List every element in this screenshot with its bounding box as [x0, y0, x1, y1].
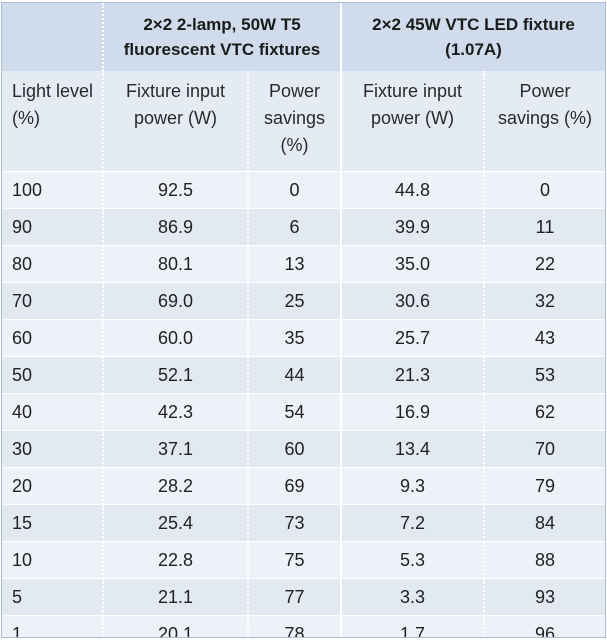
- cell-light-level: 5: [2, 578, 103, 616]
- cell-led-power-savings: 32: [483, 282, 605, 320]
- cell-led-power-savings: 93: [483, 578, 605, 616]
- cell-fluorescent-input-power: 22.8: [102, 541, 248, 579]
- table-row: 20 28.2 69 9.3 79: [2, 467, 605, 505]
- column-header-led-power-savings: Power savings (%): [483, 71, 605, 172]
- cell-led-input-power: 39.9: [340, 208, 484, 246]
- cell-led-input-power: 3.3: [340, 578, 484, 616]
- cell-led-power-savings: 22: [483, 245, 605, 283]
- cell-fluorescent-input-power: 20.1: [102, 615, 248, 637]
- cell-led-power-savings: 0: [483, 171, 605, 209]
- cell-fluorescent-power-savings: 35: [247, 319, 341, 357]
- cell-fluorescent-power-savings: 60: [247, 430, 341, 468]
- cell-light-level: 100: [2, 171, 103, 209]
- cell-fluorescent-input-power: 52.1: [102, 356, 248, 394]
- table-row: 100 92.5 0 44.8 0: [2, 171, 605, 209]
- cell-led-power-savings: 79: [483, 467, 605, 505]
- cell-led-power-savings: 84: [483, 504, 605, 542]
- cell-fluorescent-power-savings: 54: [247, 393, 341, 431]
- group-header-row: 2×2 2-lamp, 50W T5 fluorescent VTC fixtu…: [2, 3, 605, 71]
- cell-light-level: 15: [2, 504, 103, 542]
- table-row: 5 21.1 77 3.3 93: [2, 578, 605, 616]
- group-header-fluorescent: 2×2 2-lamp, 50W T5 fluorescent VTC fixtu…: [102, 3, 341, 71]
- column-header-row: Light level (%) Fixture input power (W) …: [2, 71, 605, 172]
- cell-led-input-power: 7.2: [340, 504, 484, 542]
- table-row: 90 86.9 6 39.9 11: [2, 208, 605, 246]
- cell-fluorescent-input-power: 69.0: [102, 282, 248, 320]
- table-row: 80 80.1 13 35.0 22: [2, 245, 605, 283]
- cell-led-power-savings: 88: [483, 541, 605, 579]
- cell-led-input-power: 44.8: [340, 171, 484, 209]
- cell-light-level: 1: [2, 615, 103, 637]
- cell-fluorescent-power-savings: 75: [247, 541, 341, 579]
- column-header-led-input-power: Fixture input power (W): [340, 71, 484, 172]
- cell-light-level: 90: [2, 208, 103, 246]
- cell-fluorescent-power-savings: 78: [247, 615, 341, 637]
- cell-fluorescent-power-savings: 13: [247, 245, 341, 283]
- cell-led-input-power: 35.0: [340, 245, 484, 283]
- column-header-fluorescent-power-savings: Power savings (%): [247, 71, 341, 172]
- table-row: 50 52.1 44 21.3 53: [2, 356, 605, 394]
- cell-fluorescent-power-savings: 0: [247, 171, 341, 209]
- header-corner-cell: [2, 3, 103, 71]
- cell-led-power-savings: 53: [483, 356, 605, 394]
- cell-fluorescent-input-power: 86.9: [102, 208, 248, 246]
- cell-led-input-power: 5.3: [340, 541, 484, 579]
- cell-fluorescent-power-savings: 25: [247, 282, 341, 320]
- power-savings-table: 2×2 2-lamp, 50W T5 fluorescent VTC fixtu…: [2, 3, 605, 637]
- cell-led-power-savings: 43: [483, 319, 605, 357]
- table-row: 10 22.8 75 5.3 88: [2, 541, 605, 579]
- column-header-light-level: Light level (%): [2, 71, 103, 172]
- table-row: 15 25.4 73 7.2 84: [2, 504, 605, 542]
- cell-fluorescent-power-savings: 44: [247, 356, 341, 394]
- cell-fluorescent-input-power: 25.4: [102, 504, 248, 542]
- table-header: 2×2 2-lamp, 50W T5 fluorescent VTC fixtu…: [2, 3, 605, 172]
- cell-light-level: 50: [2, 356, 103, 394]
- table-body: 100 92.5 0 44.8 0 90 86.9 6 39.9 11 80 8…: [2, 171, 605, 637]
- cell-fluorescent-input-power: 37.1: [102, 430, 248, 468]
- group-header-led: 2×2 45W VTC LED fixture (1.07A): [340, 3, 605, 71]
- cell-fluorescent-input-power: 92.5: [102, 171, 248, 209]
- cell-led-power-savings: 70: [483, 430, 605, 468]
- cell-light-level: 40: [2, 393, 103, 431]
- table-row: 70 69.0 25 30.6 32: [2, 282, 605, 320]
- cell-light-level: 70: [2, 282, 103, 320]
- cell-fluorescent-power-savings: 6: [247, 208, 341, 246]
- cell-fluorescent-power-savings: 73: [247, 504, 341, 542]
- cell-led-input-power: 9.3: [340, 467, 484, 505]
- cell-fluorescent-input-power: 21.1: [102, 578, 248, 616]
- cell-light-level: 60: [2, 319, 103, 357]
- cell-led-input-power: 30.6: [340, 282, 484, 320]
- cell-fluorescent-power-savings: 77: [247, 578, 341, 616]
- cell-fluorescent-power-savings: 69: [247, 467, 341, 505]
- table-row: 60 60.0 35 25.7 43: [2, 319, 605, 357]
- table-row: 30 37.1 60 13.4 70: [2, 430, 605, 468]
- cell-led-power-savings: 96: [483, 615, 605, 637]
- cell-led-input-power: 13.4: [340, 430, 484, 468]
- cell-light-level: 30: [2, 430, 103, 468]
- cell-led-input-power: 16.9: [340, 393, 484, 431]
- cell-led-input-power: 1.7: [340, 615, 484, 637]
- cell-light-level: 80: [2, 245, 103, 283]
- cell-led-input-power: 25.7: [340, 319, 484, 357]
- table-row: 1 20.1 78 1.7 96: [2, 615, 605, 637]
- cell-led-input-power: 21.3: [340, 356, 484, 394]
- cell-light-level: 10: [2, 541, 103, 579]
- column-header-fluorescent-input-power: Fixture input power (W): [102, 71, 248, 172]
- cell-fluorescent-input-power: 80.1: [102, 245, 248, 283]
- cell-led-power-savings: 62: [483, 393, 605, 431]
- cell-light-level: 20: [2, 467, 103, 505]
- cell-fluorescent-input-power: 42.3: [102, 393, 248, 431]
- cell-fluorescent-input-power: 28.2: [102, 467, 248, 505]
- cell-fluorescent-input-power: 60.0: [102, 319, 248, 357]
- table-row: 40 42.3 54 16.9 62: [2, 393, 605, 431]
- cell-led-power-savings: 11: [483, 208, 605, 246]
